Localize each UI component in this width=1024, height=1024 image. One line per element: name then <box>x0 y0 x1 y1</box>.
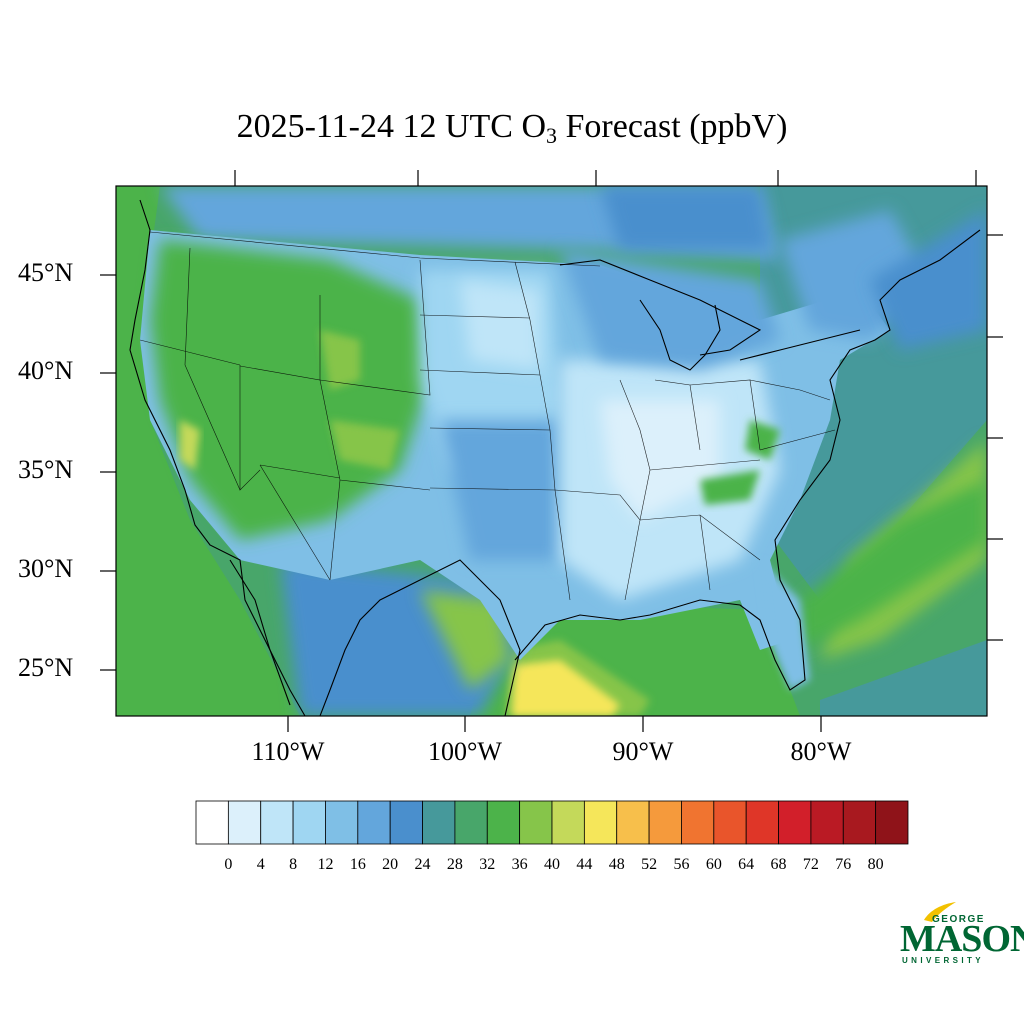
colorbar-swatch <box>583 800 618 845</box>
colorbar-swatch <box>292 800 326 845</box>
logo-mason: MASON <box>900 918 1024 960</box>
lon-label-80w: 80°W <box>790 737 852 766</box>
gmu-logo: GEORGE MASON UNIVERSITY <box>896 900 1024 970</box>
colorbar-swatch <box>325 800 359 845</box>
lat-label-35: 35°N <box>18 455 74 484</box>
colorbar-swatch <box>195 800 229 845</box>
colorbar-tick-label: 16 <box>349 856 366 873</box>
lat-label-30: 30°N <box>18 554 74 583</box>
colorbar-tick-label: 8 <box>289 856 298 873</box>
colorbar-swatch <box>875 800 909 845</box>
colorbar-tick-label: 20 <box>382 856 399 873</box>
title-main: 2025-11-24 12 UTC O <box>236 108 547 145</box>
colorbar-swatch <box>810 800 844 845</box>
logo-university: UNIVERSITY <box>902 956 985 965</box>
colorbar-tick-label: 72 <box>802 856 819 873</box>
colorbar-tick-label: 68 <box>770 856 787 873</box>
ozone-field <box>116 186 987 716</box>
lon-label-100w: 100°W <box>428 737 502 766</box>
colorbar-tick-label: 64 <box>738 856 755 873</box>
colorbar-swatch <box>551 800 585 845</box>
colorbar-tick-label: 32 <box>479 856 496 873</box>
colorbar-tick-label: 0 <box>224 856 233 873</box>
colorbar <box>195 800 909 845</box>
colorbar-tick-label: 48 <box>608 856 625 873</box>
coastline-borders <box>129 199 981 716</box>
colorbar-swatch <box>616 800 650 845</box>
colorbar-tick-label: 56 <box>673 856 690 873</box>
right-ticks <box>987 234 1003 641</box>
lat-label-25: 25°N <box>18 653 74 682</box>
colorbar-tick-label: 44 <box>576 856 593 873</box>
colorbar-tick-label: 4 <box>256 856 265 873</box>
colorbar-tick-label: 40 <box>544 856 560 873</box>
title-subscript: 3 <box>546 123 558 148</box>
left-ticks <box>100 274 116 671</box>
lon-label-110w: 110°W <box>251 737 325 766</box>
colorbar-swatch <box>842 800 877 845</box>
colorbar-swatch <box>422 800 456 845</box>
colorbar-swatch <box>648 800 682 845</box>
state-borders <box>139 231 836 601</box>
colorbar-swatch <box>227 800 262 845</box>
colorbar-swatch <box>486 800 521 845</box>
colorbar-swatch <box>260 800 294 845</box>
colorbar-tick-label: 80 <box>867 856 884 873</box>
colorbar-tick-label: 36 <box>511 856 528 873</box>
colorbar-swatch <box>519 800 553 845</box>
colorbar-tick-label: 52 <box>641 856 658 873</box>
colorbar-swatch <box>778 800 812 845</box>
lat-label-45: 45°N <box>18 258 74 287</box>
colorbar-swatch <box>389 800 423 845</box>
map-title: 2025-11-24 12 UTC O3 Forecast (ppbV) <box>0 108 1024 149</box>
bottom-ticks <box>287 716 822 732</box>
colorbar-swatch <box>454 800 488 845</box>
colorbar-tick-label: 76 <box>835 856 852 873</box>
lon-label-90w: 90°W <box>612 737 674 766</box>
colorbar-tick-label: 24 <box>414 856 431 873</box>
colorbar-tick-label: 28 <box>446 856 463 873</box>
top-ticks <box>234 170 977 186</box>
colorbar-tick-label: 60 <box>705 856 722 873</box>
colorbar-swatch <box>681 800 715 845</box>
colorbar-swatch <box>357 800 391 845</box>
title-suffix: Forecast (ppbV) <box>557 108 788 145</box>
logo-flame-icon <box>924 902 956 922</box>
colorbar-tick-label: 12 <box>317 856 334 873</box>
colorbar-swatch <box>745 800 779 845</box>
logo-george: GEORGE <box>932 914 985 925</box>
colorbar-swatch <box>713 800 747 845</box>
lat-label-40: 40°N <box>18 356 74 385</box>
